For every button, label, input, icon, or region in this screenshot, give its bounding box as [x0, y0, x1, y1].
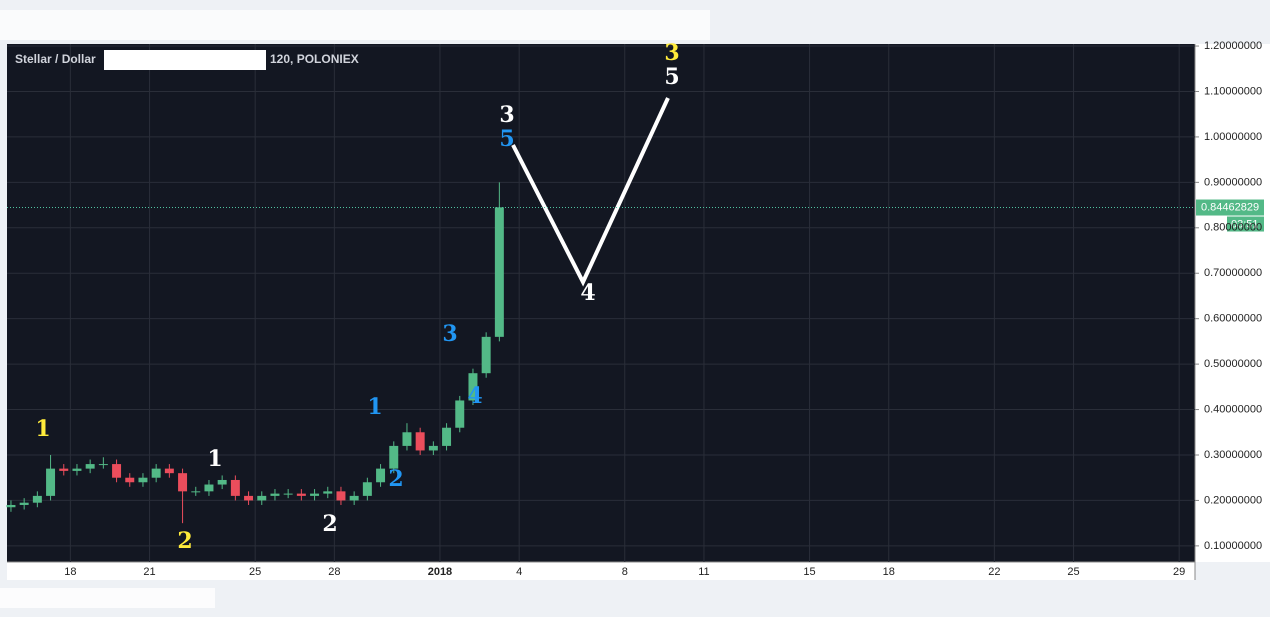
x-tick-label: 11	[698, 566, 709, 578]
candle-body	[151, 468, 161, 478]
countdown-box	[1227, 216, 1264, 232]
candle-body	[164, 468, 174, 474]
candle-body	[442, 427, 452, 446]
last-price-label: 0.84462829	[1201, 201, 1259, 213]
y-tick-label: 0.70000000	[1204, 267, 1262, 279]
wave-label: 5	[664, 64, 679, 90]
y-tick-label: 0.80000000	[1204, 222, 1262, 234]
last-price-box	[1196, 199, 1264, 216]
price-axis	[1195, 44, 1270, 562]
symbol: Stellar / Dollar	[15, 52, 96, 66]
candle-body	[112, 464, 122, 478]
plot-area	[7, 44, 1195, 562]
candle-body	[138, 477, 148, 483]
candle-body	[455, 400, 465, 428]
y-tick-label: 0.40000000	[1204, 403, 1262, 415]
x-tick-label: 4	[516, 566, 522, 578]
candle-body	[323, 491, 333, 494]
candle-body	[415, 432, 425, 451]
y-tick-label: 1.00000000	[1204, 131, 1262, 143]
candle-body	[310, 493, 320, 496]
x-tick-label: 28	[328, 566, 340, 578]
countdown: 03:51	[1231, 218, 1259, 230]
candle-body	[494, 207, 504, 337]
x-tick-label: 25	[1067, 566, 1079, 578]
grid	[7, 44, 1195, 562]
candle-body	[349, 495, 359, 501]
candle-body	[178, 473, 188, 492]
y-tick-label: 1.10000000	[1204, 85, 1262, 97]
wave-label: 4	[467, 383, 482, 409]
wave-label: 3	[442, 321, 457, 347]
candle-body	[59, 468, 69, 471]
candle-body	[270, 493, 280, 496]
candle-body	[257, 495, 267, 501]
candle-body	[428, 445, 438, 451]
y-tick-label: 0.60000000	[1204, 313, 1262, 325]
wave-label: 2	[177, 528, 192, 554]
candle-body	[336, 491, 346, 501]
y-tick-label: 0.90000000	[1204, 176, 1262, 188]
wave-label: 3	[499, 102, 514, 128]
candle-body	[481, 336, 491, 374]
projection-line	[511, 97, 670, 287]
candle-body	[402, 432, 412, 446]
x-tick-label: 29	[1173, 566, 1185, 578]
candle-body	[217, 479, 227, 485]
y-tick-label: 0.20000000	[1204, 494, 1262, 506]
x-tick-label: 2018	[428, 566, 452, 578]
x-tick-label: 21	[143, 566, 155, 578]
wave-label: 1	[207, 446, 222, 472]
y-tick-label: 0.10000000	[1204, 540, 1262, 552]
wave-label: 3	[664, 40, 679, 66]
candle-body	[98, 464, 108, 466]
candle-body	[389, 445, 399, 469]
x-tick-label: 18	[64, 566, 76, 578]
candle-body	[296, 493, 306, 496]
x-tick-label: 25	[249, 566, 261, 578]
y-tick-label: 1.20000000	[1204, 40, 1262, 52]
x-tick-label: 22	[988, 566, 1000, 578]
y-tick-label: 0.50000000	[1204, 358, 1262, 370]
candle-body	[191, 491, 201, 493]
candle-body	[72, 468, 82, 471]
x-tick-label: 8	[622, 566, 628, 578]
x-tick-label: 15	[803, 566, 815, 578]
candle-body	[230, 479, 240, 496]
wave-label: 1	[35, 416, 50, 442]
candle-body	[468, 373, 478, 401]
wave-label: 1	[367, 394, 382, 420]
y-tick-label: 0.30000000	[1204, 449, 1262, 461]
redaction	[104, 50, 266, 70]
candle-body	[283, 493, 293, 495]
candle-body	[19, 502, 29, 505]
interval-exchange: 120, POLONIEX	[270, 52, 359, 66]
candle-body	[6, 504, 16, 508]
candle-body	[85, 464, 95, 469]
candle-body	[125, 477, 135, 483]
blur-area	[0, 588, 215, 608]
time-axis	[7, 562, 1195, 580]
candles	[6, 182, 504, 524]
candle-body	[376, 468, 386, 483]
blur-area	[0, 10, 710, 40]
candle-body	[32, 495, 42, 503]
wave-label: 2	[388, 466, 403, 492]
wave-label: 2	[322, 511, 337, 537]
candle-body	[204, 484, 214, 492]
wave-label: 4	[580, 280, 595, 306]
candle-body	[46, 468, 56, 496]
wave-label: 5	[499, 126, 514, 152]
x-tick-label: 18	[883, 566, 895, 578]
candle-body	[244, 495, 254, 501]
candle-body	[362, 482, 372, 496]
